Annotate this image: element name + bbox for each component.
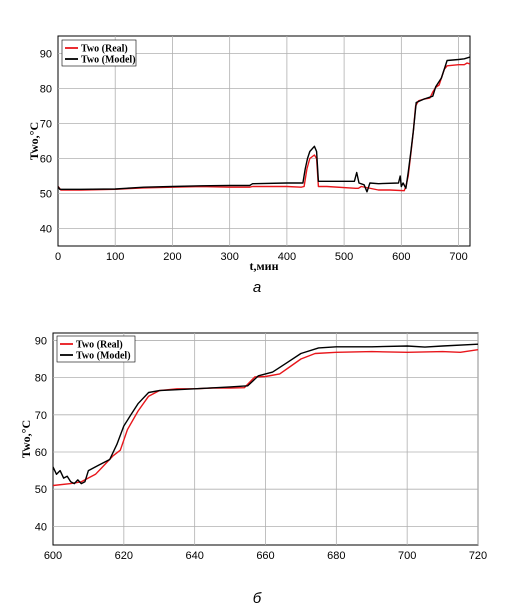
legend-entry: Two (Model)	[76, 351, 131, 362]
x-tick-label: 200	[163, 251, 181, 263]
legend-box	[56, 335, 136, 363]
panel-caption: а	[253, 279, 261, 296]
y-tick-label: 90	[40, 49, 52, 61]
x-tick-label: 600	[392, 251, 410, 263]
x-tick-label: 720	[469, 550, 487, 562]
y-tick-label: 60	[40, 154, 52, 166]
y-tick-label: 70	[40, 119, 52, 131]
x-tick-label: 300	[220, 251, 238, 263]
y-tick-label: 60	[35, 447, 47, 459]
y-tick-label: 40	[40, 224, 52, 236]
x-tick-label: 400	[278, 251, 296, 263]
chart-b: 600 620 640 660 680 700 720 40 50 60 70 80 90 Two,°C T…	[19, 332, 487, 607]
legend-box	[61, 39, 137, 67]
y-tick-label: 40	[35, 521, 47, 533]
y-tick-label: 90	[35, 335, 47, 347]
x-tick-label: 500	[335, 251, 353, 263]
chart-a: 0 100 200 300 400 500 600 700 40 50 60 70 80 90 t,мин T…	[27, 35, 471, 296]
x-tick-label: 640	[185, 550, 203, 562]
panel-caption: б	[253, 590, 262, 607]
x-tick-label: 700	[449, 251, 467, 263]
y-tick-label: 70	[35, 410, 47, 422]
x-tick-label: 660	[256, 550, 274, 562]
y-tick-label: 80	[35, 373, 47, 385]
y-axis-label: Two,°C	[19, 420, 33, 458]
series-line-model	[53, 343, 478, 485]
y-tick-label: 50	[40, 189, 52, 201]
legend-entry: Two (Model)	[81, 55, 136, 66]
x-tick-label: 0	[55, 251, 61, 263]
plot-area	[57, 35, 471, 247]
x-axis-label: t,мин	[250, 259, 279, 273]
x-tick-label: 680	[327, 550, 345, 562]
series-line-model	[58, 56, 470, 193]
x-tick-label: 700	[398, 550, 416, 562]
x-tick-label: 100	[106, 251, 124, 263]
y-axis-label: Two,°C	[27, 122, 41, 160]
y-tick-label: 80	[40, 84, 52, 96]
legend-entry: Two (Real)	[76, 340, 123, 351]
y-tick-label: 50	[35, 484, 47, 496]
series-line-real	[58, 62, 470, 192]
x-tick-label: 600	[44, 550, 62, 562]
legend-entry: Two (Real)	[81, 44, 128, 55]
x-tick-label: 620	[115, 550, 133, 562]
